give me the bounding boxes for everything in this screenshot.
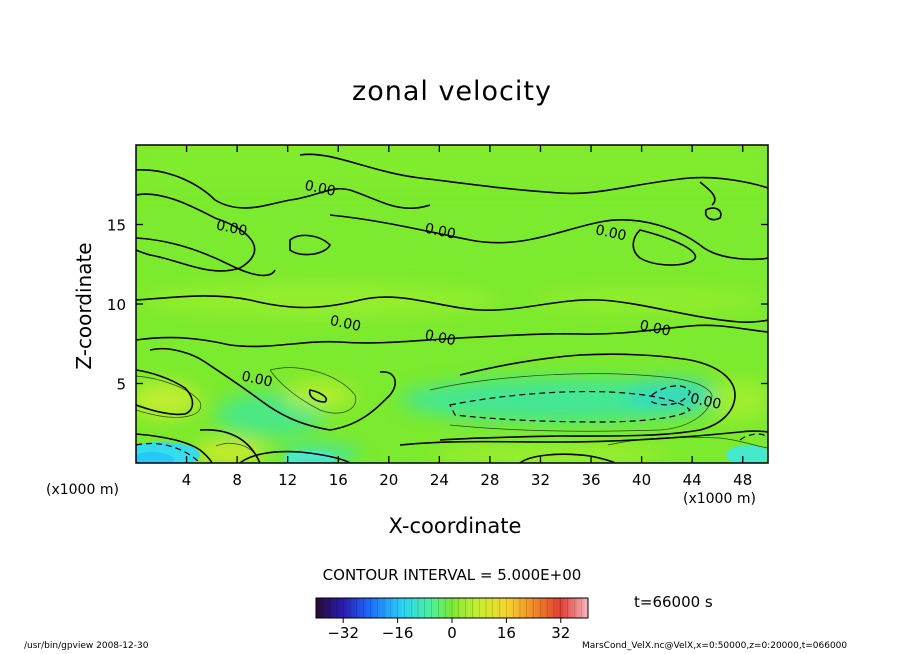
footer-source-info: MarsCond_VelX.nc@VelX,x=0:50000,z=0:2000… — [582, 641, 848, 651]
x-tick-label: 8 — [232, 471, 242, 489]
time-label: t=66000 s — [634, 593, 713, 611]
x-tick-label: 20 — [379, 471, 398, 489]
contour-label: 0.00 — [689, 391, 723, 413]
x-tick-label: 44 — [683, 471, 702, 489]
x-axis-ticks: 4 8 12 16 20 24 28 32 36 40 44 48 — [182, 145, 752, 489]
contour-interval-label: CONTOUR INTERVAL = 5.000E+00 — [322, 566, 582, 584]
x-tick-label: 32 — [531, 471, 550, 489]
colorbar-tick-label: −16 — [382, 624, 414, 642]
colorbar: −32 −16 0 16 32 — [315, 597, 589, 642]
x-tick-label: 28 — [480, 471, 499, 489]
contour-label: 0.00 — [240, 369, 274, 391]
contour-label: 0.00 — [328, 313, 362, 335]
colorbar-gradient — [316, 598, 588, 618]
contour-label: 0.00 — [423, 221, 457, 243]
contour-labels: 0.00 0.00 0.00 0.00 0.00 0.00 0.00 0.00 0.00 — [215, 178, 723, 413]
contour-label: 0.00 — [215, 217, 249, 239]
y-tick-label: 15 — [107, 217, 126, 235]
thin-contours — [136, 367, 768, 459]
contour-label: 0.00 — [638, 318, 672, 340]
x-tick-label: 48 — [733, 471, 752, 489]
x-unit-label-right: (x1000 m) — [683, 491, 756, 507]
chart-title: zonal velocity — [352, 76, 552, 107]
contour-label: 0.00 — [303, 178, 337, 200]
contour-label: 0.00 — [423, 327, 457, 349]
x-tick-label: 12 — [278, 471, 297, 489]
y-tick-label: 10 — [107, 296, 126, 314]
colorbar-ticks: −32 −16 0 16 32 — [327, 618, 570, 642]
colorbar-tick-label: 0 — [447, 624, 457, 642]
y-axis-label: Z-coordinate — [72, 242, 96, 370]
footer-program-date: /usr/bin/gpview 2008-12-30 — [24, 641, 149, 651]
x-tick-label: 36 — [581, 471, 600, 489]
x-tick-label: 40 — [632, 471, 651, 489]
contour-lines — [136, 153, 768, 463]
contour-label: 0.00 — [594, 222, 628, 244]
y-axis-ticks: 5 10 15 — [107, 217, 768, 394]
x-tick-label: 16 — [329, 471, 348, 489]
colorbar-steps — [315, 598, 589, 618]
colorbar-tick-label: −32 — [327, 624, 359, 642]
x-axis-label: X-coordinate — [388, 514, 522, 538]
colorbar-tick-label: 32 — [551, 624, 570, 642]
colorbar-tick-label: 16 — [497, 624, 516, 642]
x-tick-label: 4 — [182, 471, 192, 489]
x-unit-label-left: (x1000 m) — [46, 482, 119, 498]
y-tick-label: 5 — [116, 376, 126, 394]
x-tick-label: 24 — [430, 471, 449, 489]
